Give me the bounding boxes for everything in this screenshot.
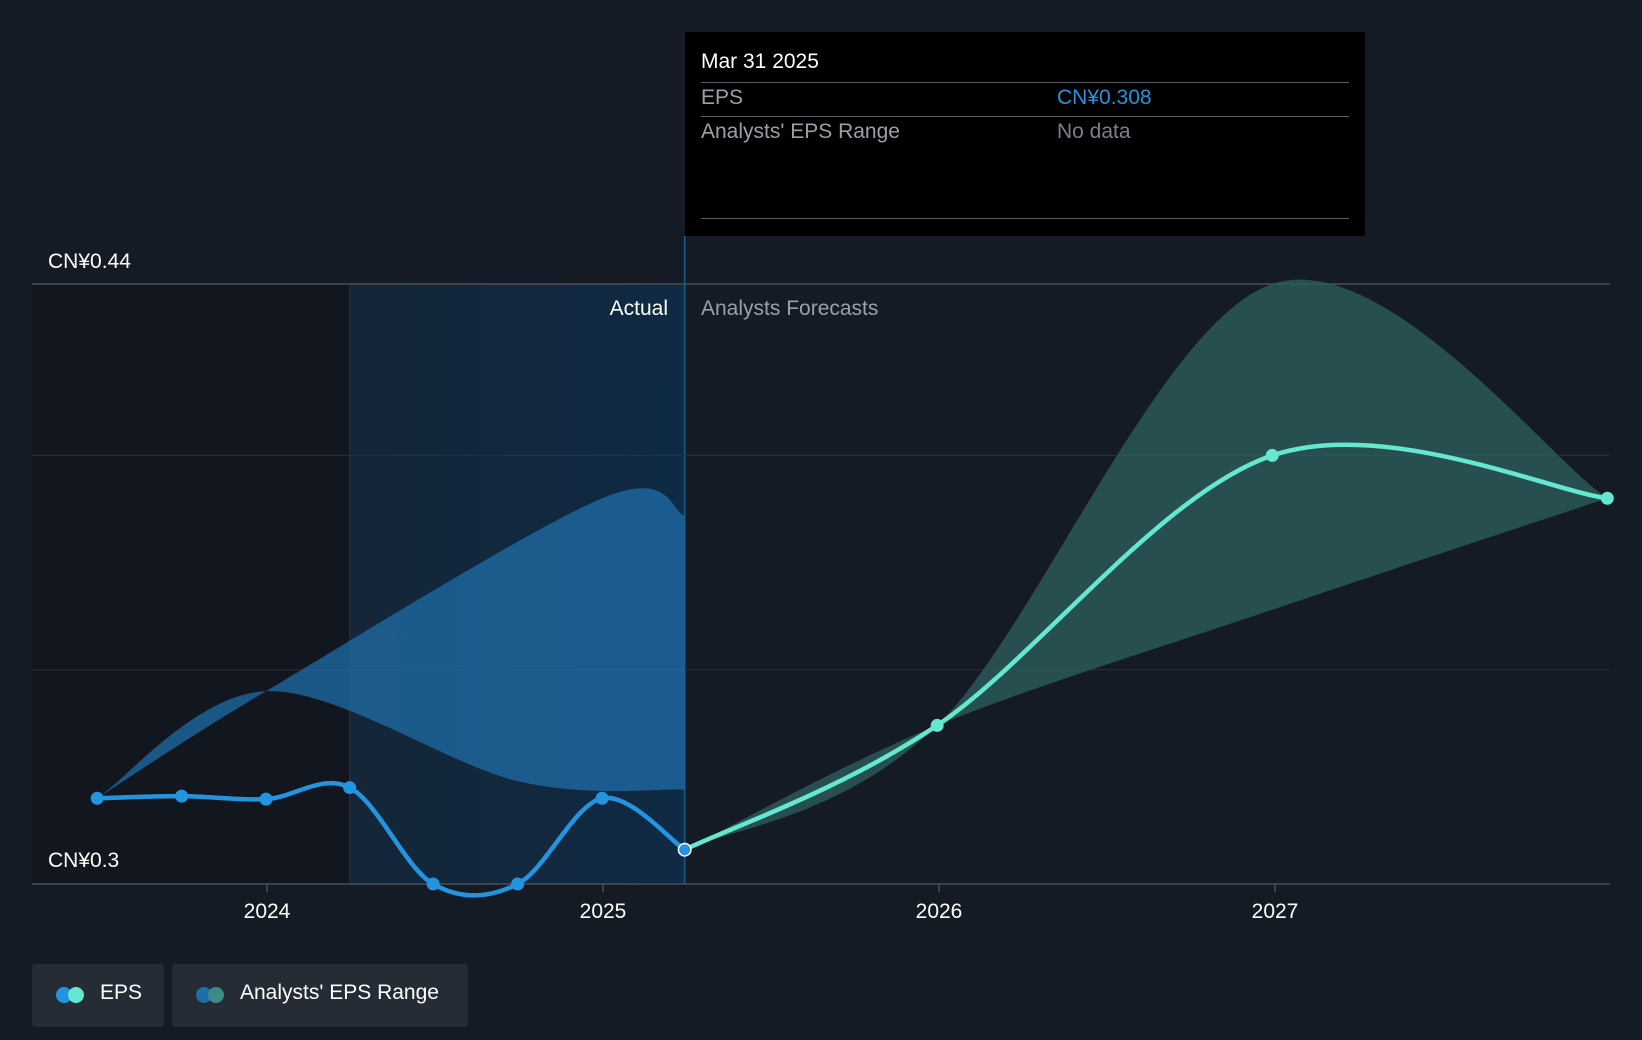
tooltip-range-label: Analysts' EPS Range	[701, 120, 900, 143]
y-axis-top-label: CN¥0.44	[48, 250, 131, 273]
tooltip-eps-value: CN¥0.308	[1057, 86, 1152, 109]
tooltip-date: Mar 31 2025	[701, 50, 819, 73]
eps-point	[343, 781, 357, 795]
legend-item-eps[interactable]: EPS	[32, 964, 164, 1027]
x-tick-label: 2027	[1252, 900, 1299, 923]
x-tick-label: 2025	[580, 900, 627, 923]
tooltip: Mar 31 2025 EPS CN¥0.308 Analysts' EPS R…	[685, 32, 1365, 236]
eps-point	[679, 844, 691, 856]
legend-label: EPS	[100, 981, 143, 1004]
x-tick-label: 2026	[916, 900, 963, 923]
past-background	[32, 284, 350, 884]
eps-range-area	[97, 488, 685, 799]
eps-point	[1265, 448, 1279, 462]
eps-point	[1600, 491, 1614, 505]
eps-legend-icon	[56, 987, 88, 1003]
legend-item-eps-range[interactable]: Analysts' EPS Range	[172, 964, 468, 1027]
forecast-section-label: Analysts Forecasts	[701, 297, 878, 320]
y-axis-bottom-label: CN¥0.3	[48, 849, 119, 872]
eps-line	[682, 442, 1610, 852]
tooltip-divider	[701, 218, 1349, 219]
eps-point	[259, 792, 273, 806]
tooltip-divider	[701, 116, 1349, 117]
tooltip-range-value: No data	[1057, 120, 1131, 143]
eps-point	[90, 791, 104, 805]
x-tick-label: 2024	[244, 900, 291, 923]
eps-point	[930, 718, 944, 732]
eps-point	[511, 877, 525, 891]
actual-section-label: Actual	[610, 297, 668, 320]
tooltip-divider	[701, 82, 1349, 83]
eps-range-area	[684, 279, 1608, 850]
eps-point	[426, 877, 440, 891]
legend-label: Analysts' EPS Range	[240, 981, 439, 1004]
eps-point	[175, 789, 189, 803]
eps-point	[595, 791, 609, 805]
tooltip-eps-label: EPS	[701, 86, 744, 109]
eps-range-legend-icon	[196, 987, 228, 1003]
